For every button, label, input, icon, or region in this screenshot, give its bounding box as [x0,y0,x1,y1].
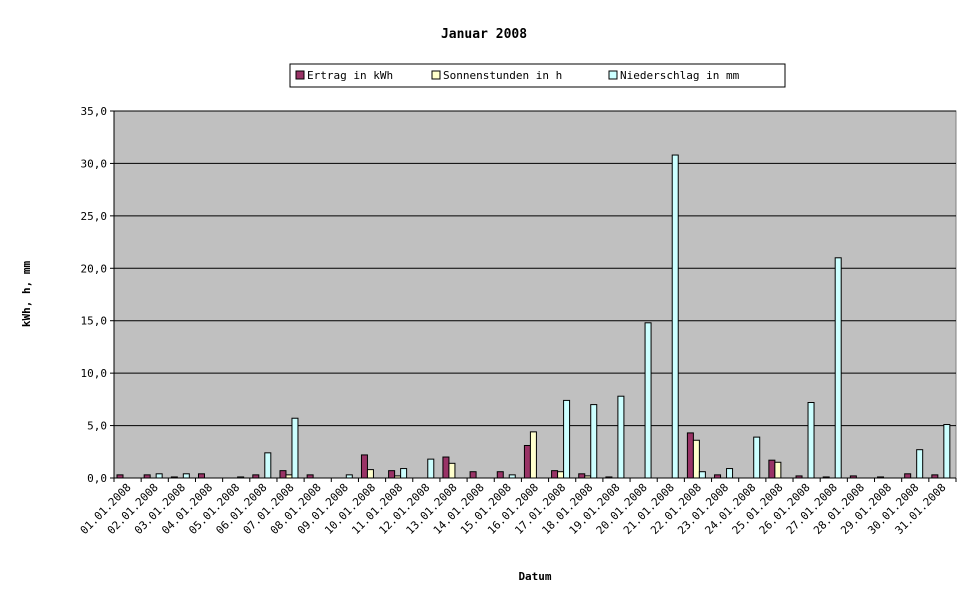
y-tick-label: 35,0 [81,105,108,118]
legend-swatch-sonnenstunden [431,70,441,80]
bar-sonnenstunden [692,439,700,479]
gridlines [114,110,956,427]
legend-swatch-niederschlag [608,70,618,80]
legend-label-niederschlag: Niederschlag in mm [620,69,740,82]
bar-niederschlag [264,452,272,479]
bar-sonnenstunden [774,461,782,479]
bar-niederschlag [671,154,679,479]
y-tick-labels: 0,0 5,0 10,0 15,0 20,0 25,0 30,0 35,0 [81,105,108,485]
bar-niederschlag [753,436,761,479]
bar-niederschlag [291,417,299,479]
bar-ertrag [469,471,477,479]
bar-ertrag [197,473,205,479]
bar-ertrag [523,444,531,479]
x-tick-labels: 01.01.200802.01.200803.01.200804.01.2008… [78,481,949,537]
axes [110,110,957,482]
bar-ertrag [578,473,586,479]
y-tick-label: 25,0 [81,210,108,223]
bar-niederschlag [617,395,625,479]
bar-niederschlag [590,404,598,479]
bars [116,154,951,479]
bar-ertrag [686,432,694,479]
bar-sonnenstunden [529,431,537,479]
bar-sonnenstunden [557,471,565,479]
y-tick-label: 10,0 [81,367,108,380]
bar-ertrag [768,459,776,479]
bar-niederschlag [726,468,734,479]
bar-niederschlag [644,322,652,479]
y-axis-label: kWh, h, mm [20,261,33,328]
legend-label-ertrag: Ertrag in kWh [307,69,393,82]
bar-niederschlag [807,402,815,479]
plot-area [113,110,957,479]
bar-niederschlag [834,257,842,479]
y-tick-label: 15,0 [81,315,108,328]
bar-niederschlag [698,471,706,479]
bar-niederschlag [943,424,951,479]
bar-niederschlag [155,473,163,479]
bar-niederschlag [563,399,571,479]
legend-label-sonnenstunden: Sonnenstunden in h [443,69,562,82]
y-tick-label: 5,0 [87,420,107,433]
bar-ertrag [904,473,912,479]
bar-sonnenstunden [448,462,456,479]
y-tick-label: 20,0 [81,262,108,275]
legend-box [289,63,786,88]
y-tick-label: 0,0 [87,472,107,485]
bar-sonnenstunden [366,469,374,479]
bar-ertrag [496,471,504,479]
bar-ertrag [388,470,396,479]
bar-ertrag [360,454,368,479]
x-axis-label: Datum [518,570,551,583]
y-tick-label: 30,0 [81,157,108,170]
bar-niederschlag [400,468,408,479]
chart-title: Januar 2008 [441,27,527,42]
legend-swatch-ertrag [295,70,305,80]
bar-niederschlag [916,449,924,479]
legend: Ertrag in kWh Sonnenstunden in h Nieders… [289,63,786,88]
bar-ertrag [551,470,559,479]
bar-niederschlag [427,458,435,479]
bar-ertrag [279,470,287,479]
bar-ertrag [442,456,450,479]
bar-niederschlag [182,473,190,479]
